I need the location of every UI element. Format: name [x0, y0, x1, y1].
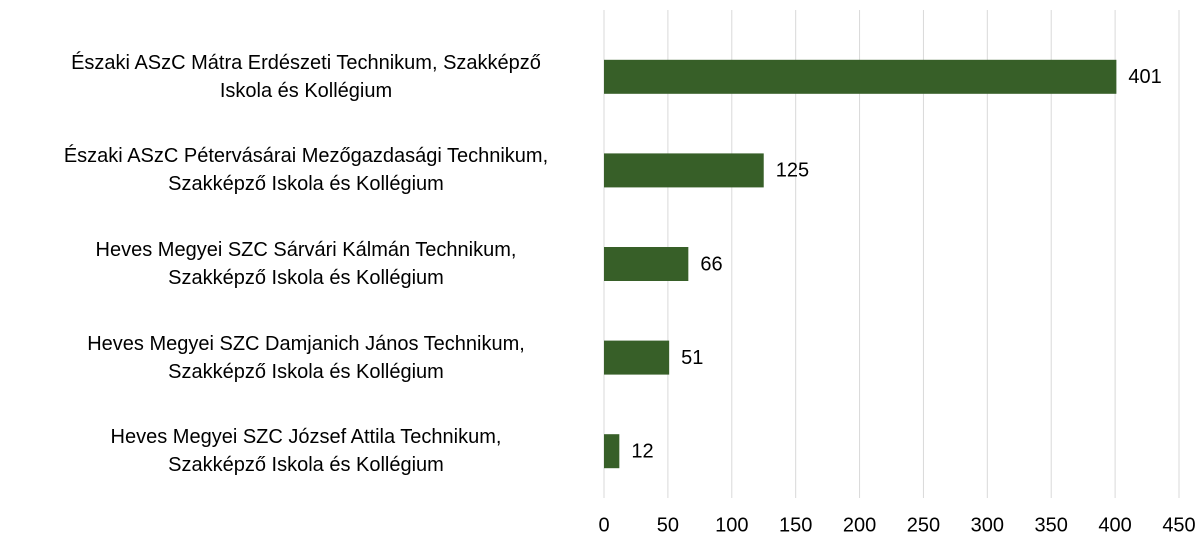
y-tick-label: Északi ASzC Pétervásárai Mezőgazdasági T…	[63, 145, 549, 196]
x-tick-label: 350	[1035, 514, 1068, 536]
x-tick-label: 50	[657, 514, 679, 536]
y-tick-label: Északi ASzC Mátra Erdészeti Technikum, S…	[71, 51, 541, 102]
value-label: 66	[700, 253, 722, 275]
bar	[604, 434, 620, 469]
y-tick-label: Heves Megyei SZC Damjanich János Technik…	[87, 332, 525, 383]
bar	[604, 153, 764, 188]
value-label: 125	[776, 160, 809, 182]
bar	[604, 340, 670, 375]
bar	[604, 59, 1117, 94]
x-tick-label: 250	[907, 514, 940, 536]
value-label: 51	[681, 347, 703, 369]
value-label: 401	[1128, 66, 1161, 88]
y-tick-label: Heves Megyei SZC József Attila Technikum…	[110, 426, 502, 477]
x-tick-label: 200	[843, 514, 876, 536]
x-tick-label: 400	[1098, 514, 1131, 536]
x-tick-label: 450	[1162, 514, 1195, 536]
y-tick-label: Heves Megyei SZC Sárvári Kálmán Techniku…	[95, 239, 517, 289]
value-label: 12	[631, 440, 653, 462]
x-tick-label: 100	[715, 514, 748, 536]
x-tick-label: 150	[779, 514, 812, 536]
x-tick-label: 0	[598, 514, 609, 536]
x-tick-label: 300	[971, 514, 1004, 536]
bar	[604, 247, 689, 281]
